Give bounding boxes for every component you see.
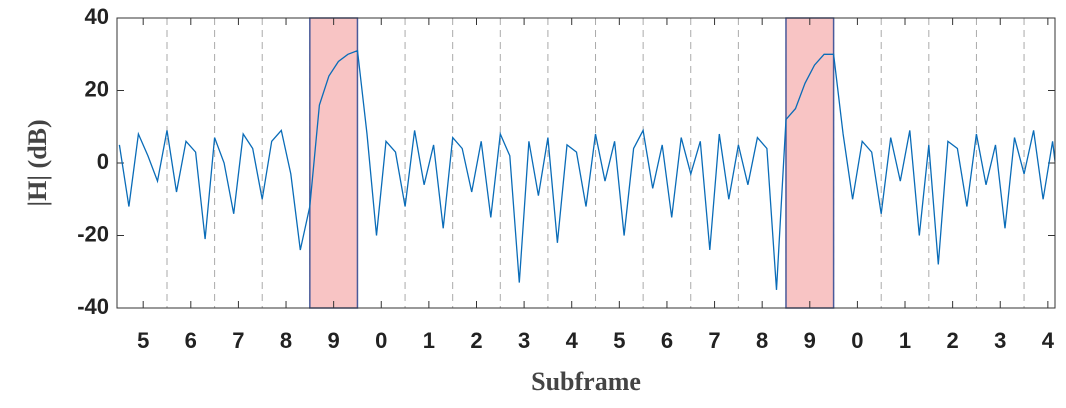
x-tick-label: 3 <box>518 328 530 353</box>
y-tick-label: 20 <box>85 76 109 101</box>
y-tick-label: -40 <box>77 294 109 319</box>
plot-frame <box>116 17 1056 309</box>
x-tick-label: 6 <box>661 328 673 353</box>
x-tick-label: 7 <box>708 328 720 353</box>
x-axis-label: Subframe <box>531 367 641 396</box>
x-tick-label: 4 <box>566 328 579 353</box>
x-tick-label: 5 <box>137 328 149 353</box>
x-tick-label: 2 <box>947 328 959 353</box>
x-tick-label: 1 <box>423 328 435 353</box>
x-tick-label: 3 <box>994 328 1006 353</box>
x-tick-label: 6 <box>185 328 197 353</box>
y-tick-label: -20 <box>77 221 109 246</box>
x-tick-label: 8 <box>756 328 768 353</box>
x-tick-label: 8 <box>280 328 292 353</box>
x-tick-label: 9 <box>328 328 340 353</box>
y-axis-label: |H| (dB) <box>23 119 52 206</box>
highlight <box>785 17 835 309</box>
x-tick-label: 5 <box>613 328 625 353</box>
x-tick-label: 0 <box>375 328 387 353</box>
x-tick-label: 4 <box>1042 328 1055 353</box>
x-tick-label: 7 <box>232 328 244 353</box>
x-tick-label: 9 <box>804 328 816 353</box>
x-tick-label: 1 <box>899 328 911 353</box>
highlight <box>309 17 359 309</box>
y-tick-label: 0 <box>97 149 109 174</box>
x-tick-label: 0 <box>851 328 863 353</box>
y-tick-label: 40 <box>85 4 109 29</box>
signal-line <box>118 49 1055 290</box>
x-tick-label: 2 <box>470 328 482 353</box>
